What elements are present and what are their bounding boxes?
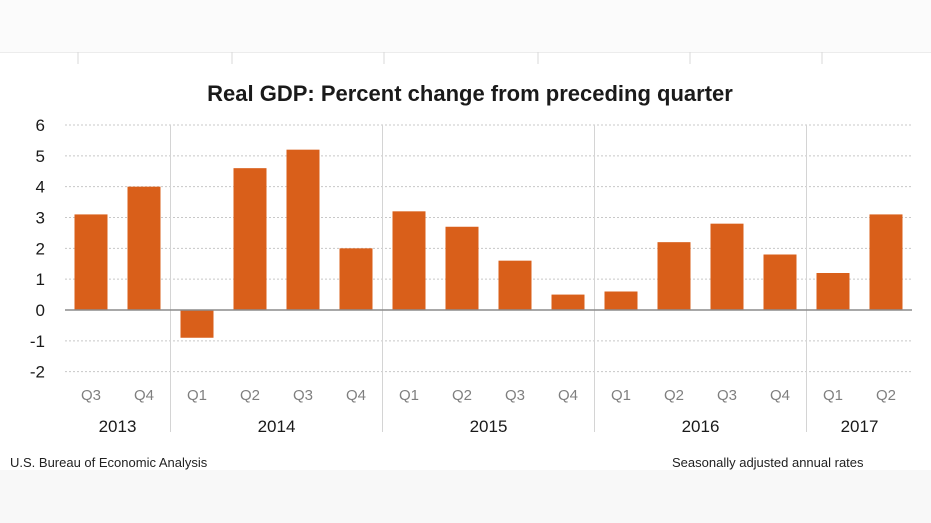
bottom-band — [0, 470, 931, 523]
bar — [551, 294, 585, 310]
y-tick-label: 4 — [36, 178, 45, 197]
quarter-label: Q1 — [187, 387, 207, 404]
bar — [233, 168, 267, 310]
bar — [657, 242, 691, 310]
bar — [869, 214, 903, 310]
y-tick-label: 1 — [36, 270, 45, 289]
year-label: 2013 — [99, 417, 137, 436]
quarter-label: Q4 — [346, 387, 366, 404]
year-labels: 2013 2014 2015 2016 2017 — [99, 417, 879, 436]
quarter-label: Q4 — [770, 387, 790, 404]
bars — [74, 149, 903, 338]
bar — [710, 223, 744, 310]
quarter-label: Q2 — [664, 387, 684, 404]
y-tick-label: 3 — [36, 209, 45, 228]
quarter-label: Q2 — [240, 387, 260, 404]
y-tick-label: 0 — [36, 301, 45, 320]
top-band — [0, 0, 931, 53]
y-tick-label: -1 — [30, 332, 45, 351]
bar — [498, 260, 532, 310]
quarter-labels: Q3 Q4 Q1 Q2 Q3 Q4 Q1 Q2 Q3 Q4 Q1 Q2 Q3 Q4 Q1 Q2 — [81, 387, 896, 404]
quarter-label: Q1 — [611, 387, 631, 404]
quarter-label: Q3 — [717, 387, 737, 404]
bar — [339, 248, 373, 310]
y-tick-label: 5 — [36, 147, 45, 166]
quarter-label: Q2 — [876, 387, 896, 404]
source-note: U.S. Bureau of Economic Analysis — [10, 455, 208, 470]
bar — [604, 291, 638, 310]
quarter-label: Q3 — [293, 387, 313, 404]
seasonal-note: Seasonally adjusted annual rates — [672, 455, 864, 470]
quarter-label: Q2 — [452, 387, 472, 404]
quarter-label: Q4 — [134, 387, 154, 404]
y-tick-label: 6 — [36, 116, 45, 135]
bar — [763, 254, 797, 310]
bar — [286, 149, 320, 310]
year-label: 2014 — [258, 417, 296, 436]
bar — [445, 226, 479, 310]
bar — [180, 310, 214, 338]
bar — [816, 273, 850, 310]
bar — [127, 186, 161, 310]
year-label: 2015 — [470, 417, 508, 436]
quarter-label: Q3 — [505, 387, 525, 404]
quarter-label: Q4 — [558, 387, 578, 404]
year-label: 2017 — [841, 417, 879, 436]
quarter-label: Q1 — [399, 387, 419, 404]
year-separators — [170, 125, 807, 432]
y-tick-labels: 6 5 4 3 2 1 0 -1 -2 — [30, 116, 45, 382]
quarter-label: Q1 — [823, 387, 843, 404]
y-tick-label: -2 — [30, 363, 45, 382]
bar — [74, 214, 108, 310]
year-label: 2016 — [682, 417, 720, 436]
top-tick-marks — [77, 52, 823, 64]
quarter-label: Q3 — [81, 387, 101, 404]
chart-title: Real GDP: Percent change from preceding … — [207, 81, 733, 106]
y-tick-label: 2 — [36, 239, 45, 258]
bar — [392, 211, 426, 310]
